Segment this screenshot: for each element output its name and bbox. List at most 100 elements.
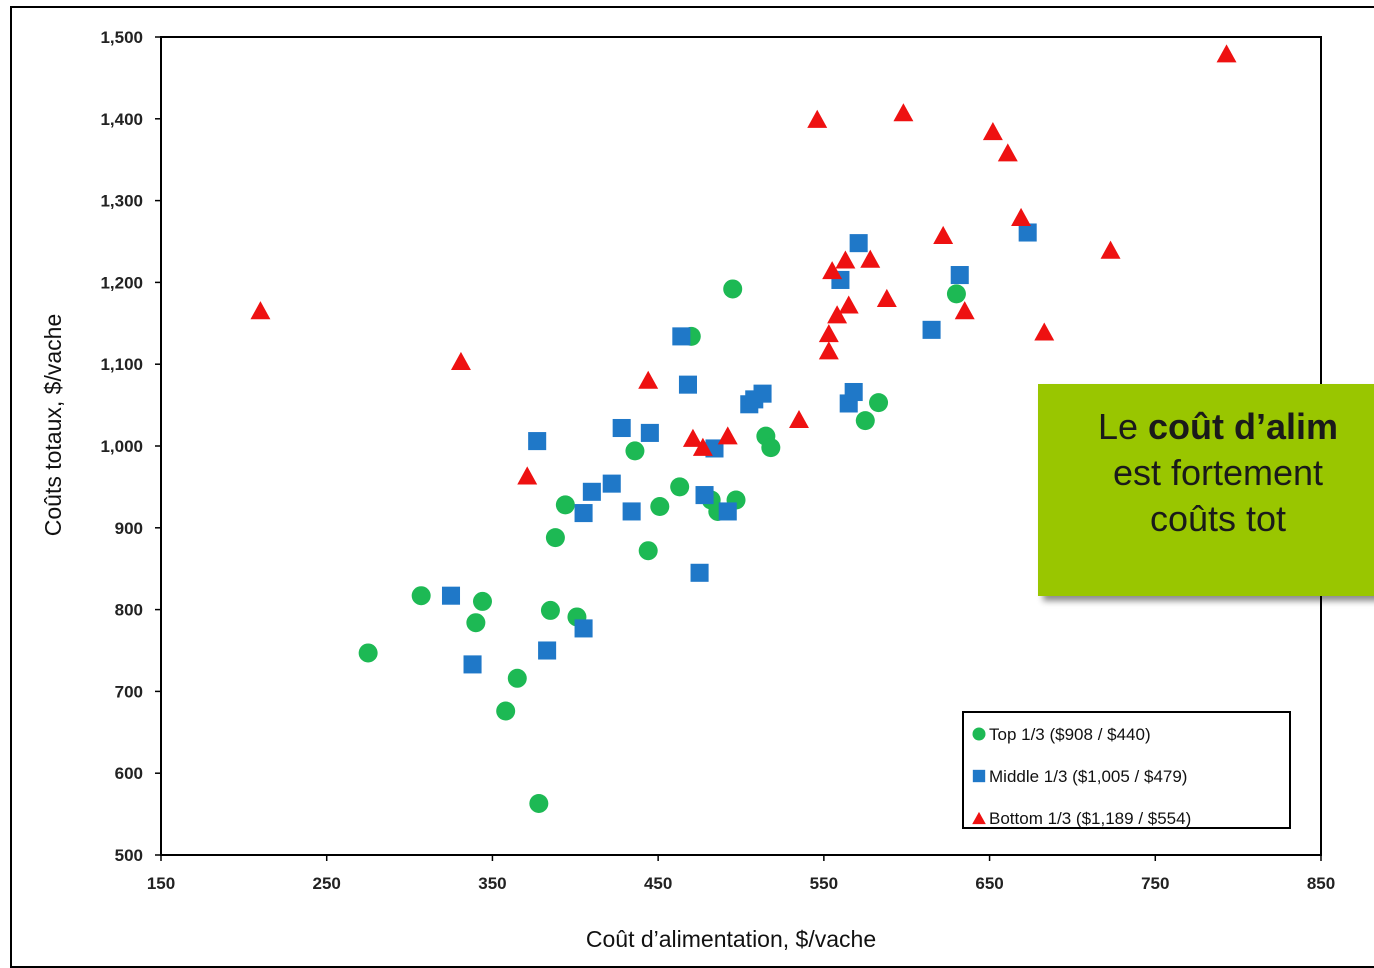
red-triangle-point bbox=[517, 466, 538, 485]
blue-square-point bbox=[441, 586, 461, 605]
blue-square-point bbox=[753, 384, 772, 403]
red-triangle-point bbox=[682, 428, 703, 447]
red-triangle-point bbox=[860, 249, 881, 268]
callout-line-3: coûts tot bbox=[1149, 498, 1287, 540]
x-tick-label: 450 bbox=[644, 874, 672, 893]
y-tick-label: 500 bbox=[115, 846, 143, 865]
red-triangle-point bbox=[893, 103, 914, 122]
x-tick-label: 550 bbox=[810, 874, 838, 893]
red-triangle-point bbox=[250, 301, 271, 320]
red-triangle-point bbox=[933, 225, 954, 244]
x-axis-title: Coût d’alimentation, $/vache bbox=[586, 926, 876, 952]
x-tick-label: 850 bbox=[1307, 874, 1335, 893]
y-tick-label: 1,400 bbox=[100, 110, 143, 129]
red-triangle-point bbox=[1034, 322, 1055, 341]
y-tick-label: 1,100 bbox=[100, 355, 143, 374]
blue-square-point bbox=[582, 482, 601, 501]
y-tick-label: 700 bbox=[115, 682, 143, 701]
red-triangle-point bbox=[1011, 207, 1032, 226]
blue-square-point bbox=[1018, 223, 1037, 242]
callout-bold: coût d’alim bbox=[1148, 406, 1339, 447]
x-tick-label: 350 bbox=[478, 874, 506, 893]
x-axis: 150 250 350 450 550 650 750 850 bbox=[147, 855, 1335, 893]
callout-line-2: est fortement bbox=[1112, 452, 1324, 494]
green-circle-point bbox=[869, 393, 889, 413]
red-triangle-point bbox=[818, 324, 839, 343]
blue-square-point bbox=[528, 432, 547, 451]
blue-square-point bbox=[672, 327, 691, 346]
red-triangle-point bbox=[835, 250, 856, 269]
y-tick-label: 1,000 bbox=[100, 437, 143, 456]
blue-square-point bbox=[950, 266, 969, 285]
y-tick-label: 800 bbox=[115, 601, 143, 620]
blue-square-point bbox=[690, 563, 709, 582]
callout-box: Le coût d’alim est fortement coûts tot bbox=[1038, 384, 1374, 596]
green-circle-point bbox=[507, 668, 527, 688]
green-circle-point bbox=[466, 613, 486, 633]
green-circle-point bbox=[529, 793, 549, 813]
y-tick-label: 1,200 bbox=[100, 273, 143, 292]
x-tick-label: 650 bbox=[975, 874, 1003, 893]
legend-triangle-marker bbox=[972, 811, 986, 825]
y-tick-label: 1,300 bbox=[100, 192, 143, 211]
green-circle-point bbox=[761, 438, 781, 458]
blue-square-point bbox=[463, 655, 482, 674]
blue-square-point bbox=[574, 619, 593, 638]
red-triangle-point bbox=[717, 426, 738, 445]
blue-square-point bbox=[844, 382, 863, 402]
green-circle-point bbox=[855, 411, 875, 431]
y-axis-title: Coûts totaux, $/vache bbox=[40, 314, 66, 536]
green-circle-point bbox=[545, 528, 565, 548]
blue-square-point bbox=[695, 486, 714, 505]
blue-square-point bbox=[718, 502, 737, 521]
red-triangle-point bbox=[692, 437, 713, 456]
blue-square-point bbox=[640, 423, 659, 442]
y-axis: 500 600 700 800 900 1,000 1,100 1,200 1,300 1,400… bbox=[100, 28, 161, 865]
red-triangle-point bbox=[822, 261, 843, 280]
y-tick-label: 1,500 bbox=[100, 28, 143, 47]
red-triangle-point bbox=[1100, 240, 1121, 259]
green-circle-point bbox=[670, 477, 690, 497]
callout-line-1: Le coût d’alim bbox=[1038, 404, 1374, 450]
blue-square-point bbox=[678, 375, 697, 394]
blue-square-point bbox=[612, 418, 631, 438]
blue-square-point bbox=[574, 504, 593, 523]
green-circle-point bbox=[723, 279, 743, 299]
green-circle-point bbox=[411, 586, 431, 606]
red-triangle-point bbox=[789, 409, 809, 429]
green-circle-point bbox=[496, 701, 516, 721]
blue-square-point bbox=[849, 234, 868, 253]
green-circle-point bbox=[638, 541, 658, 561]
green-circle-point bbox=[358, 643, 378, 663]
y-tick-label: 600 bbox=[115, 764, 143, 783]
legend-square-marker bbox=[972, 769, 986, 783]
x-tick-label: 250 bbox=[313, 874, 341, 893]
data-points bbox=[250, 44, 1237, 813]
red-triangle-point bbox=[876, 288, 897, 307]
blue-square-point bbox=[538, 641, 557, 660]
legend-label: Top 1/3 ($908 / $440) bbox=[989, 725, 1151, 744]
green-circle-point bbox=[625, 441, 645, 461]
red-triangle-point bbox=[997, 143, 1018, 162]
red-triangle-point bbox=[450, 351, 471, 370]
red-triangle-point bbox=[807, 109, 828, 128]
legend-label: Bottom 1/3 ($1,189 / $554) bbox=[989, 809, 1191, 828]
legend: Top 1/3 ($908 / $440) Middle 1/3 ($1,005 … bbox=[962, 711, 1291, 829]
green-circle-point bbox=[946, 284, 966, 304]
red-triangle-point bbox=[838, 295, 859, 314]
legend-label: Middle 1/3 ($1,005 / $479) bbox=[989, 767, 1187, 786]
red-triangle-point bbox=[638, 370, 659, 389]
legend-circle-marker bbox=[972, 727, 986, 741]
green-circle-point bbox=[540, 600, 560, 620]
green-circle-point bbox=[650, 497, 670, 517]
blue-square-point bbox=[622, 502, 641, 521]
blue-square-point bbox=[922, 320, 941, 339]
red-triangle-point bbox=[827, 305, 848, 324]
y-tick-label: 900 bbox=[115, 519, 143, 538]
x-tick-label: 150 bbox=[147, 874, 175, 893]
legend-box bbox=[962, 711, 1291, 829]
green-circle-point bbox=[555, 495, 575, 515]
red-triangle-point bbox=[1216, 44, 1237, 63]
red-triangle-point bbox=[818, 341, 839, 360]
green-circle-point bbox=[472, 591, 492, 611]
